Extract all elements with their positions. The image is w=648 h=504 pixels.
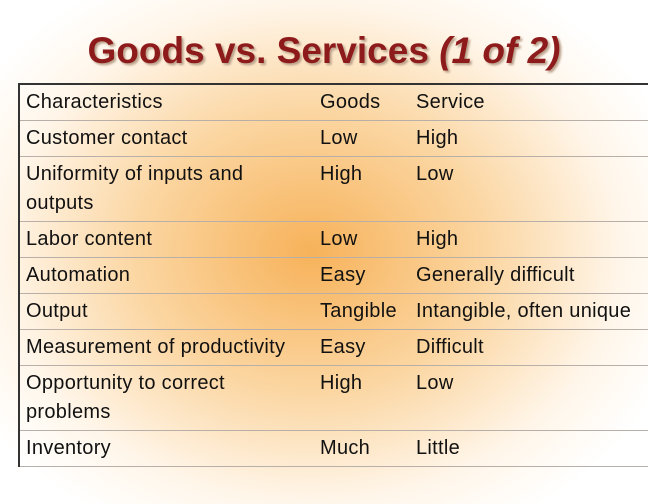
comparison-table: Characteristics Goods Service Customer cont… [18, 83, 648, 467]
slide-title: Goods vs. Services (1 of 2) [0, 30, 648, 72]
table-cell: Low [314, 221, 410, 258]
table-cell: Generally difficult [410, 257, 648, 294]
table-row: Uniformity of inputs and outputs High Low [19, 156, 648, 222]
table-cell: Intangible, often unique [410, 293, 648, 330]
title-main: Goods vs. Services [87, 30, 429, 71]
table-cell: Uniformity of inputs and outputs [19, 156, 314, 222]
table-cell: Output [19, 293, 314, 330]
table-row: Inventory Much Little [19, 430, 648, 467]
table-row: Output Tangible Intangible, often unique [19, 293, 648, 330]
title-part: (1 of 2) [439, 30, 561, 71]
table-row: Automation Easy Generally difficult [19, 257, 648, 294]
table-cell: Low [410, 156, 648, 222]
table-row: Measurement of productivity Easy Difficult [19, 329, 648, 366]
table-cell: High [410, 221, 648, 258]
table-cell: Low [314, 120, 410, 157]
table-cell: High [314, 156, 410, 222]
table-cell: Difficult [410, 329, 648, 366]
table-cell: Little [410, 430, 648, 467]
table-row: Opportunity to correct problems High Low [19, 365, 648, 431]
table-cell: High [410, 120, 648, 157]
table-cell: Labor content [19, 221, 314, 258]
table-cell: Low [410, 365, 648, 431]
table-cell: Customer contact [19, 120, 314, 157]
table-cell: Measurement of productivity [19, 329, 314, 366]
table-cell: Characteristics [19, 84, 314, 121]
table-cell: Easy [314, 329, 410, 366]
table-row: Customer contact Low High [19, 120, 648, 157]
table-cell: Inventory [19, 430, 314, 467]
header-row: Characteristics Goods Service [19, 84, 648, 121]
table-cell: Automation [19, 257, 314, 294]
table-cell: Service [410, 84, 648, 121]
table-row: Labor content Low High [19, 221, 648, 258]
table-cell: Much [314, 430, 410, 467]
table-cell: Tangible [314, 293, 410, 330]
table-cell: Easy [314, 257, 410, 294]
table-cell: Opportunity to correct problems [19, 365, 314, 431]
table-cell: High [314, 365, 410, 431]
table-cell: Goods [314, 84, 410, 121]
